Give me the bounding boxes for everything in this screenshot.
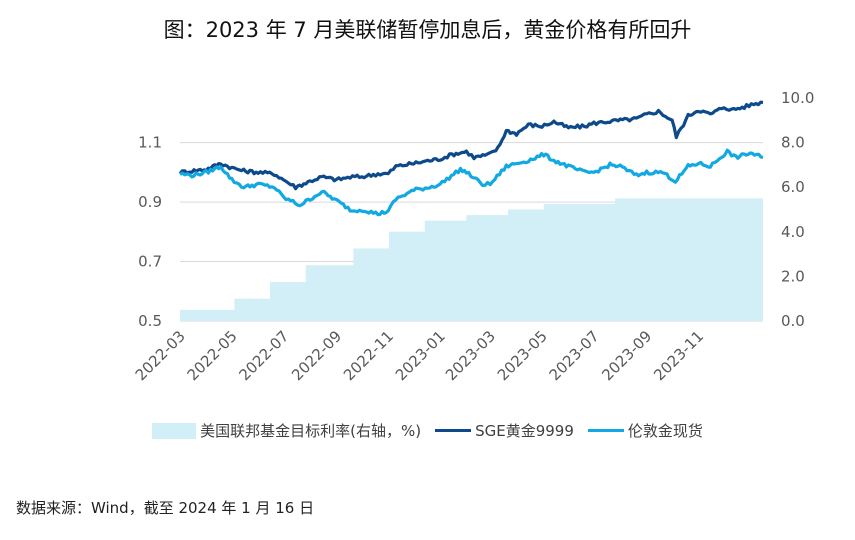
x-tick-10: 2023-11 bbox=[650, 327, 707, 384]
legend-swatch-sge bbox=[435, 429, 472, 432]
right-tick-4: 8.0 bbox=[781, 134, 805, 152]
chart-title: 图：2023 年 7 月美联储暂停加息后，黄金价格有所回升 bbox=[163, 18, 692, 42]
legend-label-london: 伦敦金现货 bbox=[627, 422, 703, 440]
price-lines-layer bbox=[178, 100, 764, 217]
source-note: 数据来源：Wind，截至 2024 年 1 月 16 日 bbox=[16, 499, 315, 517]
x-tick-7: 2023-05 bbox=[494, 327, 551, 384]
legend: 美国联邦基金目标利率(右轴，%) SGE黄金9999 伦敦金现货 bbox=[0, 420, 855, 441]
x-tick-5: 2023-01 bbox=[392, 327, 449, 384]
left-tick-3: 1.1 bbox=[138, 134, 162, 152]
x-tick-4: 2022-11 bbox=[340, 327, 397, 384]
left-tick-0: 0.5 bbox=[138, 312, 162, 330]
london-gold-line bbox=[179, 148, 764, 217]
right-axis-ticks: 0.0 2.0 4.0 6.0 8.0 10.0 bbox=[781, 89, 814, 330]
legend-label-rate: 美国联邦基金目标利率(右轴，%) bbox=[200, 422, 422, 440]
legend-swatch-london bbox=[587, 429, 624, 432]
left-axis-ticks: 0.5 0.7 0.9 1.1 bbox=[138, 134, 162, 330]
left-tick-1: 0.7 bbox=[138, 253, 162, 271]
x-tick-9: 2023-09 bbox=[598, 327, 655, 384]
legend-item-sge: SGE黄金9999 bbox=[435, 420, 574, 441]
legend-item-rate: 美国联邦基金目标利率(右轴，%) bbox=[152, 420, 421, 441]
x-axis-ticks: 2022-032022-052022-072022-092022-112023-… bbox=[132, 327, 707, 384]
x-tick-3: 2022-09 bbox=[288, 327, 345, 384]
right-tick-5: 10.0 bbox=[781, 89, 814, 107]
right-tick-0: 0.0 bbox=[781, 312, 805, 330]
right-tick-3: 6.0 bbox=[781, 178, 805, 196]
rate-area bbox=[180, 198, 763, 321]
right-tick-2: 4.0 bbox=[781, 223, 805, 241]
legend-item-london: 伦敦金现货 bbox=[587, 420, 703, 441]
rate-area-layer bbox=[180, 198, 763, 321]
x-tick-2: 2022-07 bbox=[235, 327, 292, 384]
x-tick-0: 2022-03 bbox=[132, 327, 189, 384]
sge-gold-line bbox=[178, 100, 764, 191]
x-tick-8: 2023-07 bbox=[546, 327, 603, 384]
x-tick-6: 2023-03 bbox=[442, 327, 499, 384]
x-tick-1: 2022-05 bbox=[184, 327, 241, 384]
right-tick-1: 2.0 bbox=[781, 267, 805, 285]
legend-swatch-rate bbox=[152, 422, 197, 439]
legend-label-sge: SGE黄金9999 bbox=[475, 422, 574, 440]
left-tick-2: 0.9 bbox=[138, 193, 162, 211]
